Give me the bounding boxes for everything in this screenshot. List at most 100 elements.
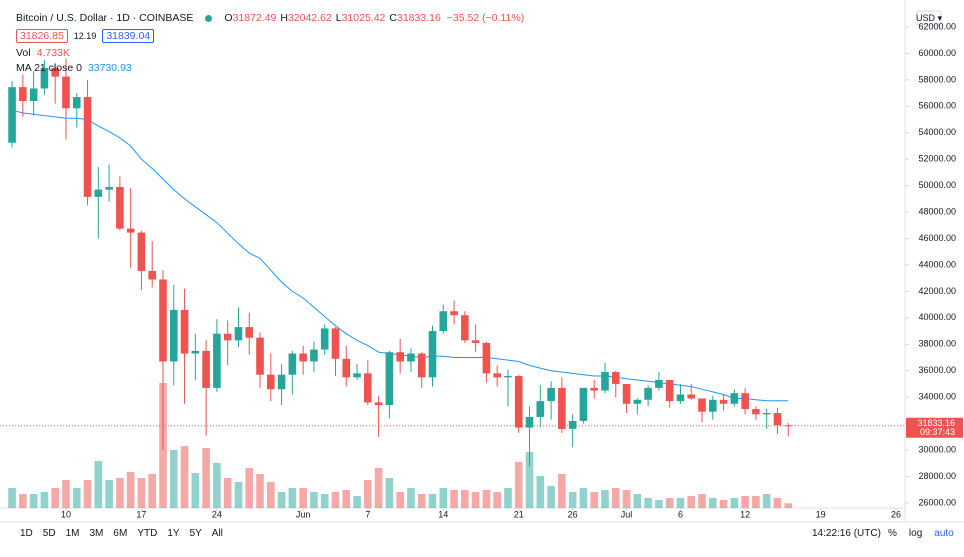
timeframes: 1D 5D 1M 3M 6M YTD 1Y 5Y All xyxy=(20,528,223,539)
y-tick-label: 26000.00 xyxy=(918,497,956,507)
candle-body xyxy=(708,399,717,412)
timeframe-button[interactable]: 6M xyxy=(113,528,128,539)
candle-body xyxy=(126,228,135,233)
currency[interactable]: USD ▾ xyxy=(916,13,943,23)
currency-box[interactable] xyxy=(916,10,942,26)
candle-body xyxy=(191,350,200,354)
timeframe-button[interactable]: 1Y xyxy=(167,528,180,539)
volume-bar xyxy=(8,488,16,508)
timeframe-button[interactable]: All xyxy=(211,528,223,539)
candle-body xyxy=(148,270,157,280)
volume-bar xyxy=(19,494,27,508)
bid[interactable]: 31826.85 xyxy=(16,29,68,43)
last-price-tag xyxy=(906,417,963,438)
ohlc-item: L31025.42 xyxy=(336,12,386,24)
candle-body xyxy=(320,328,329,350)
volume-bar xyxy=(180,446,189,508)
y-tick-label: 60000.00 xyxy=(918,48,956,58)
volume-bar xyxy=(698,494,706,508)
vol-label: Vol xyxy=(16,47,31,59)
volume-bar xyxy=(579,488,588,508)
candle-body xyxy=(504,376,512,378)
candle-body xyxy=(601,372,609,391)
scale-option[interactable]: log xyxy=(908,528,923,539)
timeframe-button[interactable]: YTD xyxy=(137,528,158,539)
candle-body xyxy=(482,342,491,374)
ma-value: 33730.93 xyxy=(87,62,132,74)
volume-bar xyxy=(396,492,404,508)
x-tick-label: 26 xyxy=(891,509,901,519)
volume-bar xyxy=(299,488,307,508)
volume-bar xyxy=(568,492,577,508)
volume-bar xyxy=(234,482,243,508)
y-tick-label: 30000.00 xyxy=(918,444,956,454)
ma-legend: MA 21 close 0 33730.93 xyxy=(16,62,132,74)
y-tick-label: 50000.00 xyxy=(918,180,956,190)
timeframe-button[interactable]: 1M xyxy=(65,528,80,539)
y-tick-label: 56000.00 xyxy=(918,101,956,111)
candle-body xyxy=(525,416,534,428)
timeframe-button[interactable]: 5D xyxy=(42,528,56,539)
candle-body xyxy=(374,402,383,406)
volume-bar xyxy=(428,494,437,508)
candle-body xyxy=(655,379,663,388)
candle-body xyxy=(342,358,351,378)
x-tick-label: 24 xyxy=(212,509,222,519)
volume-bar xyxy=(547,486,555,508)
candle-body xyxy=(299,353,307,362)
candle-body xyxy=(471,340,480,343)
x-tick-label: 19 xyxy=(816,509,826,519)
ma-name: MA 21 close 0 xyxy=(16,62,82,74)
candle-body xyxy=(385,352,394,406)
ohlc-value: 32042.62 xyxy=(287,12,332,24)
timeframe-button[interactable]: 5Y xyxy=(189,528,202,539)
x-tick-label: 7 xyxy=(365,509,370,519)
candle-body xyxy=(169,309,178,362)
volume-bar xyxy=(514,462,523,508)
candle-body xyxy=(19,87,27,102)
volume-bar xyxy=(633,494,642,508)
scale-option[interactable]: % xyxy=(888,528,897,539)
candle-body xyxy=(364,373,372,403)
candle-body xyxy=(245,327,254,338)
volume-bar xyxy=(644,498,652,508)
candle-body xyxy=(40,67,49,89)
volume-bar xyxy=(558,474,566,508)
ohlc-value: 31025.42 xyxy=(341,12,386,24)
candle-body xyxy=(180,309,189,354)
volume-bar xyxy=(536,476,545,508)
candle-body xyxy=(62,76,70,109)
vol-value: 4.733K xyxy=(36,47,70,59)
volume-bar xyxy=(83,480,92,508)
candle-body xyxy=(277,374,286,390)
volume-bar xyxy=(223,478,232,508)
candle-body xyxy=(51,67,59,77)
timeframe-button[interactable]: 1D xyxy=(20,528,33,539)
ask[interactable]: 31839.04 xyxy=(102,29,155,43)
candle-body xyxy=(202,350,210,388)
volume-bar xyxy=(687,496,696,508)
candle-body xyxy=(288,353,297,375)
x-tick-label: 6 xyxy=(678,509,683,519)
ohlc: O31872.49 H32042.62 L31025.42 C31833.16 xyxy=(224,12,440,24)
candle-body xyxy=(784,425,793,427)
candle-body xyxy=(579,387,588,421)
y-tick-label: 42000.00 xyxy=(918,286,956,296)
candle-body xyxy=(213,333,221,388)
volume-bar xyxy=(504,488,512,508)
scale-option[interactable]: auto xyxy=(934,528,954,539)
y-tick-label: 38000.00 xyxy=(918,339,956,349)
candle-body xyxy=(234,327,243,341)
volume-bar xyxy=(331,492,340,508)
candle-body xyxy=(159,279,167,362)
volume-bar xyxy=(665,498,674,508)
volume-bar xyxy=(364,480,372,508)
candle-body xyxy=(266,374,275,390)
y-tick-label: 34000.00 xyxy=(918,392,956,402)
candle-body xyxy=(644,387,652,400)
volume-bar xyxy=(213,463,221,508)
symbol-title: Bitcoin / U.S. Dollar · 1D · COINBASE xyxy=(16,12,194,24)
ohlc-prefix: L xyxy=(335,12,342,24)
timeframe-button[interactable]: 3M xyxy=(89,528,104,539)
candle-body xyxy=(547,387,555,402)
